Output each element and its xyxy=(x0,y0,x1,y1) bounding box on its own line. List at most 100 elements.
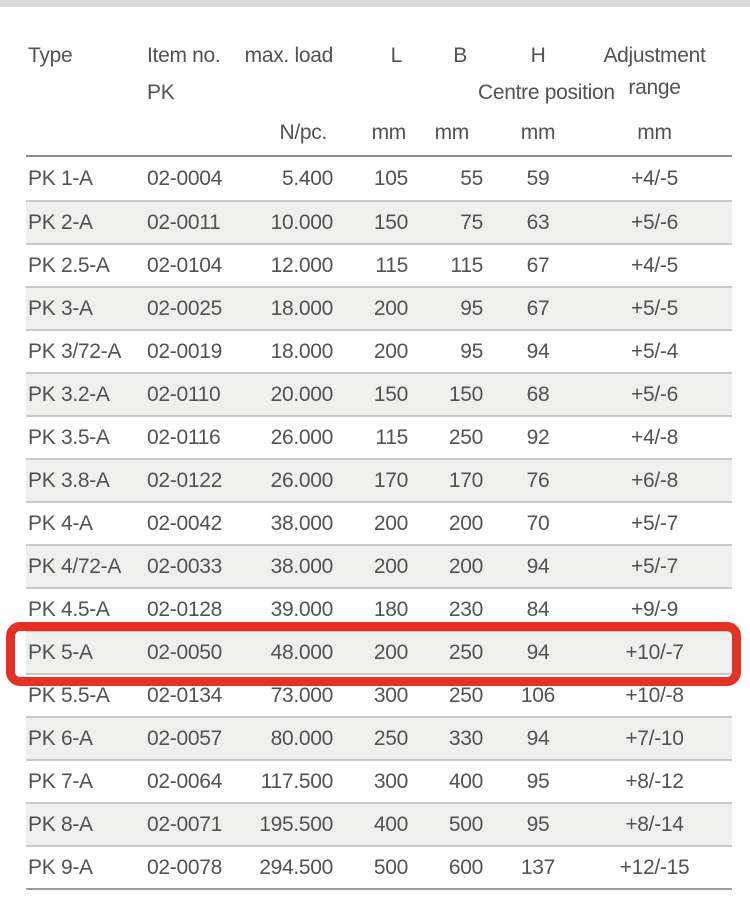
cell-adjustment-range: +8/-12 xyxy=(625,770,684,793)
cell-adjustment-range: +10/-8 xyxy=(625,684,684,707)
cell-adjustment-range: +12/-15 xyxy=(619,856,690,879)
cell-item-no: 02-0004 xyxy=(147,167,222,190)
cell-type: PK 5.5-A xyxy=(28,684,110,707)
cell-l: 400 xyxy=(373,813,408,836)
cell-max-load: 5.400 xyxy=(281,167,333,190)
cell-l: 115 xyxy=(375,254,408,277)
cell-l: 200 xyxy=(373,340,408,363)
cell-b: 400 xyxy=(448,770,483,793)
table-row: PK 7-A 02-0064 117.500 300 400 95 +8/-12 xyxy=(26,759,732,802)
cell-b: 200 xyxy=(448,512,483,535)
cell-type: PK 3-A xyxy=(28,297,93,320)
cell-adjustment-range: +5/-6 xyxy=(631,383,678,406)
cell-max-load: 39.000 xyxy=(270,598,334,621)
cell-adjustment-range: +6/-8 xyxy=(631,469,678,492)
cell-item-no: 02-0116 xyxy=(147,426,221,449)
cell-h: 70 xyxy=(526,512,550,535)
cell-adjustment-range: +5/-4 xyxy=(631,340,678,363)
cell-item-no: 02-0104 xyxy=(147,254,222,277)
cell-l: 500 xyxy=(373,856,408,879)
cell-l: 300 xyxy=(373,684,408,707)
cell-adjustment-range: +5/-7 xyxy=(631,512,678,535)
cell-h: 106 xyxy=(520,684,556,707)
cell-h: 137 xyxy=(520,856,556,879)
cell-adjustment-range: +4/-5 xyxy=(631,254,678,277)
cell-item-no: 02-0110 xyxy=(147,383,221,406)
cell-type: PK 3.5-A xyxy=(28,426,110,449)
col-header-adjustment-range: Adjustment range xyxy=(603,44,706,99)
table-row: PK 4-A 02-0042 38.000 200 200 70 +5/-7 xyxy=(26,501,732,544)
cell-max-load: 294.500 xyxy=(259,856,333,879)
cell-type: PK 3/72-A xyxy=(28,340,122,363)
table-row: PK 5.5-A 02-0134 73.000 300 250 106 +10/… xyxy=(26,673,732,716)
cell-max-load: 117.500 xyxy=(260,770,334,793)
col-header-item-no: Item no. xyxy=(147,44,221,67)
cell-h: 59 xyxy=(526,167,550,190)
cell-b: 170 xyxy=(448,469,483,492)
cell-adjustment-range: +5/-5 xyxy=(631,297,678,320)
cell-type: PK 7-A xyxy=(28,770,93,793)
table-header-row-labels: Type Item no. max. load L B H Adjustment… xyxy=(26,40,732,99)
cell-l: 300 xyxy=(373,770,408,793)
cell-item-no: 02-0134 xyxy=(147,684,222,707)
table-body: PK 1-A 02-0004 5.400 105 55 59 +4/-5 PK … xyxy=(26,157,732,890)
cell-item-no: 02-0128 xyxy=(147,598,222,621)
unit-max-load: N/pc. xyxy=(279,121,327,144)
cell-b: 55 xyxy=(460,167,483,190)
cell-max-load: 26.000 xyxy=(270,426,334,449)
cell-max-load: 26.000 xyxy=(270,469,334,492)
cell-type: PK 6-A xyxy=(28,727,93,750)
table-row: PK 3.2-A 02-0110 20.000 150 150 68 +5/-6 xyxy=(26,372,732,415)
cell-adjustment-range: +8/-14 xyxy=(625,813,684,836)
table-row: PK 9-A 02-0078 294.500 500 600 137 +12/-… xyxy=(26,845,732,888)
cell-type: PK 9-A xyxy=(28,856,93,879)
cell-adjustment-range: +4/-8 xyxy=(631,426,678,449)
cell-type: PK 4.5-A xyxy=(28,598,110,621)
table-row: PK 6-A 02-0057 80.000 250 330 94 +7/-10 xyxy=(26,716,732,759)
cell-item-no: 02-0122 xyxy=(147,469,222,492)
cell-type: PK 3.2-A xyxy=(28,383,110,406)
cell-adjustment-range: +10/-7 xyxy=(625,641,684,664)
cell-h: 95 xyxy=(526,770,550,793)
unit-adjustment-range: mm xyxy=(637,121,672,144)
col-header-b: B xyxy=(453,44,467,67)
col-header-h: H xyxy=(530,44,546,67)
cell-adjustment-range: +7/-10 xyxy=(625,727,684,750)
table-row: PK 2-A 02-0011 10.000 150 75 63 +5/-6 xyxy=(26,200,732,243)
cell-l: 170 xyxy=(373,469,408,492)
table-row: PK 4/72-A 02-0033 38.000 200 200 94 +5/-… xyxy=(26,544,732,587)
col-header-l: L xyxy=(390,44,403,67)
table-row: PK 3.5-A 02-0116 26.000 115 250 92 +4/-8 xyxy=(26,415,732,458)
cell-type: PK 4-A xyxy=(28,512,93,535)
cell-adjustment-range: +4/-5 xyxy=(631,167,678,190)
col-header-max-load: max. load xyxy=(244,44,334,67)
cell-type: PK 2.5-A xyxy=(28,254,110,277)
cell-adjustment-range: +9/-9 xyxy=(631,598,678,621)
table-row: PK 5-A 02-0050 48.000 200 250 94 +10/-7 xyxy=(26,630,732,673)
cell-max-load: 18.000 xyxy=(270,297,334,320)
cell-item-no: 02-0050 xyxy=(147,641,222,664)
unit-l: mm xyxy=(371,121,407,144)
cell-l: 200 xyxy=(373,641,408,664)
cell-h: 76 xyxy=(526,469,550,492)
cell-max-load: 20.000 xyxy=(270,383,334,406)
cell-h: 67 xyxy=(526,254,550,277)
cell-h: 94 xyxy=(526,555,550,578)
cell-item-no: 02-0057 xyxy=(147,727,222,750)
cell-item-no: 02-0025 xyxy=(147,297,222,320)
cell-max-load: 12.000 xyxy=(270,254,334,277)
unit-item-no-empty xyxy=(140,117,240,155)
cell-adjustment-range: +5/-7 xyxy=(631,555,678,578)
cell-b: 250 xyxy=(448,426,483,449)
cell-b: 95 xyxy=(460,340,483,363)
table-row: PK 8-A 02-0071 195.500 400 500 95 +8/-14 xyxy=(26,802,732,845)
col-subheader-centre-position: Centre position xyxy=(478,81,615,104)
cell-b: 75 xyxy=(460,211,483,234)
col-header-type: Type xyxy=(28,44,73,67)
cell-b: 500 xyxy=(448,813,483,836)
cell-max-load: 73.000 xyxy=(270,684,334,707)
cell-b: 250 xyxy=(448,684,483,707)
table-row: PK 3-A 02-0025 18.000 200 95 67 +5/-5 xyxy=(26,286,732,329)
cell-h: 84 xyxy=(526,598,550,621)
cell-l: 250 xyxy=(373,727,408,750)
